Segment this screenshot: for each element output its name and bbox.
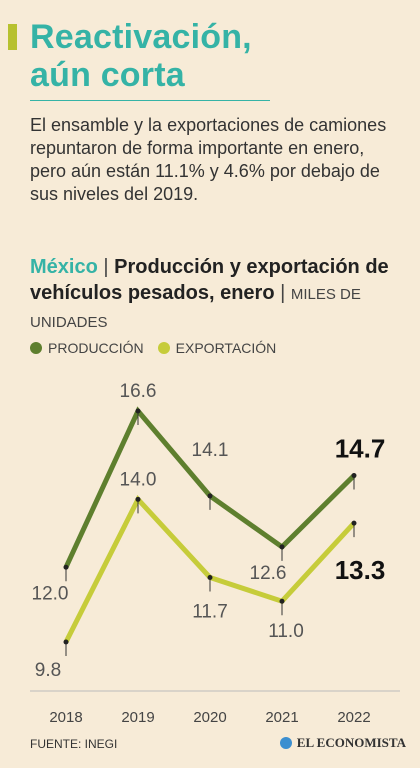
export-point bbox=[351, 520, 357, 526]
export-data-label: 14.0 bbox=[120, 469, 157, 490]
brand-name: EL ECONOMISTA bbox=[296, 735, 406, 750]
page-title: Reactivación, aún corta bbox=[30, 18, 252, 94]
export-point bbox=[63, 639, 69, 645]
production-point bbox=[351, 473, 357, 479]
x-tick-label: 2021 bbox=[265, 709, 298, 726]
legend-item-production: PRODUCCIÓN bbox=[30, 340, 144, 356]
source-note: FUENTE: INEGI bbox=[30, 737, 118, 751]
production-data-label: 14.1 bbox=[192, 440, 229, 461]
chart-separator: | bbox=[103, 256, 109, 278]
chart-separator-2: | bbox=[280, 282, 286, 304]
production-data-label: 12.6 bbox=[250, 563, 287, 584]
legend-dot-export bbox=[157, 342, 170, 354]
export-data-label: 9.8 bbox=[35, 660, 61, 681]
production-series-line bbox=[63, 406, 356, 569]
export-point bbox=[279, 598, 285, 604]
export-point bbox=[135, 496, 141, 502]
export-data-label: 13.3 bbox=[335, 555, 386, 585]
x-tick-label: 2022 bbox=[337, 709, 370, 726]
brand-logo: EL ECONOMISTA bbox=[279, 735, 406, 751]
production-point bbox=[207, 493, 213, 499]
legend-label-export: EXPORTACIÓN bbox=[175, 340, 277, 356]
subtitle: El ensamble y la exportaciones de camion… bbox=[30, 115, 387, 204]
title-line-2: aún corta bbox=[30, 56, 185, 94]
legend-item-export: EXPORTACIÓN bbox=[157, 340, 277, 356]
production-point bbox=[135, 408, 141, 414]
chart-country: México bbox=[30, 256, 98, 278]
production-data-label: 16.6 bbox=[120, 381, 157, 402]
legend-dot-production bbox=[30, 342, 42, 354]
legend-label-production: PRODUCCIÓN bbox=[48, 340, 144, 356]
production-point bbox=[63, 564, 69, 570]
brand-mark-icon bbox=[279, 737, 292, 749]
chart-title-part1: Producción bbox=[114, 256, 225, 278]
x-tick-label: 2020 bbox=[193, 709, 226, 726]
x-tick-label: 2019 bbox=[121, 709, 154, 726]
production-data-label: 12.0 bbox=[32, 583, 69, 604]
production-point bbox=[279, 544, 285, 550]
chart-legend: PRODUCCIÓN EXPORTACIÓN bbox=[30, 340, 290, 356]
export-point bbox=[207, 574, 213, 580]
chart-title-part2: y exportación de vehículos pesados, ener… bbox=[30, 256, 389, 304]
title-line-1: Reactivación, bbox=[30, 18, 252, 56]
export-data-label: 11.7 bbox=[192, 601, 228, 622]
chart-units: MILES DE UNIDADES bbox=[30, 286, 361, 331]
production-data-label: 14.7 bbox=[335, 434, 386, 464]
accent-bar bbox=[8, 24, 17, 50]
title-divider bbox=[30, 100, 270, 101]
chart-header: México | Producción y exportación de veh… bbox=[30, 254, 410, 336]
x-tick-label: 2018 bbox=[49, 709, 82, 726]
export-data-label: 11.0 bbox=[268, 621, 304, 642]
